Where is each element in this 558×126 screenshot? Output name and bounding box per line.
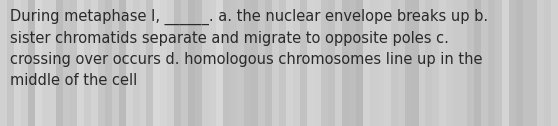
Bar — [412, 0, 418, 126]
Bar — [426, 0, 432, 126]
Bar — [56, 0, 63, 126]
Bar — [133, 0, 140, 126]
Bar — [209, 0, 217, 126]
Bar — [146, 0, 153, 126]
Bar — [203, 0, 209, 126]
Bar — [70, 0, 77, 126]
Bar — [370, 0, 377, 126]
Bar — [189, 0, 195, 126]
Bar — [335, 0, 341, 126]
Bar — [279, 0, 286, 126]
Bar — [77, 0, 84, 126]
Bar — [418, 0, 426, 126]
Bar — [223, 0, 230, 126]
Bar — [397, 0, 405, 126]
Bar — [460, 0, 468, 126]
Bar — [481, 0, 488, 126]
Bar — [21, 0, 28, 126]
Bar — [98, 0, 105, 126]
Bar — [537, 0, 544, 126]
Bar — [258, 0, 265, 126]
Bar — [181, 0, 188, 126]
Bar — [272, 0, 279, 126]
Bar — [84, 0, 91, 126]
Bar — [321, 0, 328, 126]
Bar — [432, 0, 440, 126]
Bar — [237, 0, 244, 126]
Bar — [363, 0, 369, 126]
Bar — [167, 0, 174, 126]
Bar — [217, 0, 223, 126]
Bar — [230, 0, 237, 126]
Bar — [286, 0, 293, 126]
Bar — [551, 0, 558, 126]
Bar — [474, 0, 481, 126]
Bar — [544, 0, 551, 126]
Bar — [293, 0, 300, 126]
Bar — [49, 0, 56, 126]
Bar — [105, 0, 112, 126]
Bar — [244, 0, 251, 126]
Bar — [62, 0, 70, 126]
Bar — [516, 0, 523, 126]
Bar — [195, 0, 202, 126]
Bar — [112, 0, 119, 126]
Bar — [140, 0, 146, 126]
Bar — [126, 0, 133, 126]
Bar — [530, 0, 537, 126]
Bar — [453, 0, 460, 126]
Bar — [496, 0, 502, 126]
Bar — [0, 0, 7, 126]
Bar — [384, 0, 391, 126]
Bar — [119, 0, 126, 126]
Bar — [446, 0, 453, 126]
Bar — [468, 0, 474, 126]
Bar — [440, 0, 446, 126]
Bar — [307, 0, 314, 126]
Bar — [265, 0, 272, 126]
Bar — [28, 0, 35, 126]
Bar — [161, 0, 167, 126]
Bar — [90, 0, 98, 126]
Bar — [377, 0, 384, 126]
Bar — [251, 0, 258, 126]
Bar — [300, 0, 307, 126]
Bar — [502, 0, 509, 126]
Bar — [153, 0, 161, 126]
Bar — [405, 0, 412, 126]
Bar — [356, 0, 363, 126]
Bar — [7, 0, 14, 126]
Bar — [174, 0, 181, 126]
Bar — [488, 0, 496, 126]
Text: During metaphase I, ______. a. the nuclear envelope breaks up b.
sister chromati: During metaphase I, ______. a. the nucle… — [10, 9, 488, 88]
Bar — [349, 0, 356, 126]
Bar — [391, 0, 397, 126]
Bar — [328, 0, 335, 126]
Bar — [314, 0, 321, 126]
Bar — [35, 0, 42, 126]
Bar — [509, 0, 516, 126]
Bar — [42, 0, 49, 126]
Bar — [523, 0, 530, 126]
Bar — [341, 0, 349, 126]
Bar — [14, 0, 21, 126]
